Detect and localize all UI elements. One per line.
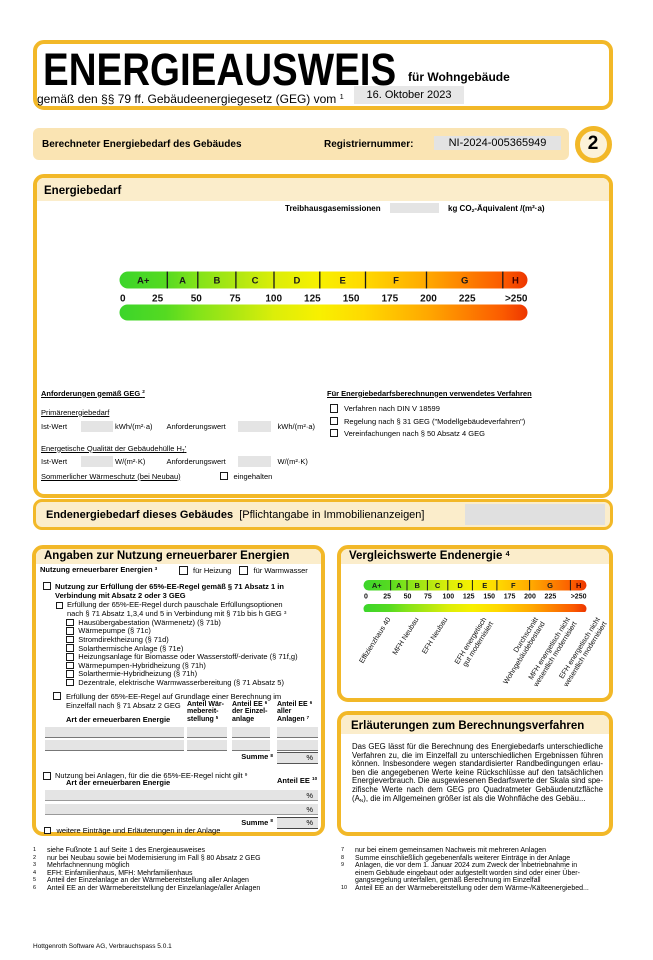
svg-text:H: H [512, 275, 519, 286]
svg-text:150: 150 [483, 593, 495, 600]
svg-text:0: 0 [120, 293, 126, 304]
svg-text:F: F [511, 581, 516, 590]
svg-text:>250: >250 [505, 293, 528, 304]
svg-text:75: 75 [424, 593, 432, 600]
svg-text:F: F [393, 275, 399, 286]
svg-text:25: 25 [152, 293, 164, 304]
svg-text:125: 125 [463, 593, 475, 600]
svg-text:50: 50 [404, 593, 412, 600]
svg-text:150: 150 [343, 293, 360, 304]
svg-text:B: B [414, 581, 420, 590]
svg-text:C: C [435, 581, 441, 590]
svg-text:200: 200 [420, 293, 437, 304]
svg-text:E: E [482, 581, 487, 590]
svg-text:225: 225 [459, 293, 476, 304]
svg-text:A+: A+ [137, 275, 150, 286]
svg-text:G: G [547, 581, 553, 590]
svg-text:E: E [340, 275, 346, 286]
svg-text:D: D [293, 275, 300, 286]
svg-text:B: B [213, 275, 220, 286]
svg-text:A: A [396, 581, 402, 590]
svg-text:G: G [461, 275, 468, 286]
svg-text:C: C [252, 275, 259, 286]
svg-text:25: 25 [383, 593, 391, 600]
svg-text:0: 0 [364, 593, 368, 600]
svg-text:175: 175 [381, 293, 398, 304]
svg-text:D: D [457, 581, 463, 590]
svg-text:225: 225 [545, 593, 557, 600]
svg-text:100: 100 [442, 593, 454, 600]
svg-text:A: A [179, 275, 186, 286]
svg-text:125: 125 [304, 293, 321, 304]
svg-text:>250: >250 [571, 593, 587, 600]
svg-text:100: 100 [265, 293, 282, 304]
svg-text:H: H [576, 581, 581, 590]
svg-text:50: 50 [191, 293, 203, 304]
svg-text:200: 200 [524, 593, 536, 600]
svg-text:175: 175 [504, 593, 516, 600]
svg-text:A+: A+ [372, 581, 382, 590]
svg-text:75: 75 [229, 293, 241, 304]
